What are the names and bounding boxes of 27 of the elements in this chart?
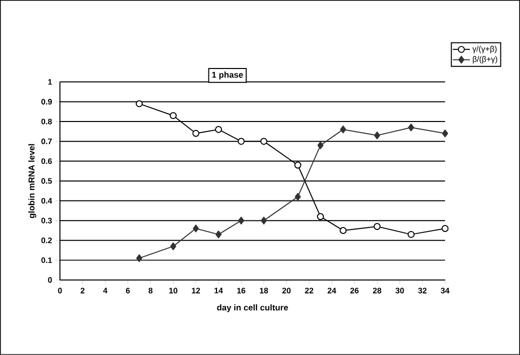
point (374, 132, 380, 140)
point (317, 141, 324, 150)
point (408, 124, 414, 132)
point (170, 112, 177, 120)
point (260, 138, 268, 145)
point (170, 242, 176, 250)
x-axis-title: day in cell culture (217, 304, 288, 312)
point (192, 130, 200, 137)
point (442, 130, 448, 138)
point (294, 192, 301, 201)
point (442, 225, 449, 232)
point (260, 216, 267, 224)
text: 1 phase (212, 72, 243, 80)
point (215, 126, 222, 133)
point (408, 230, 415, 238)
point (294, 162, 302, 169)
point (340, 126, 346, 134)
point (340, 227, 347, 234)
point (238, 138, 245, 145)
point (192, 224, 199, 232)
point (238, 216, 244, 224)
point (215, 230, 222, 238)
point (316, 213, 324, 220)
point (374, 223, 381, 230)
y-axis-title: globin mRNA level (28, 144, 36, 218)
point (136, 254, 142, 262)
point (136, 100, 143, 108)
